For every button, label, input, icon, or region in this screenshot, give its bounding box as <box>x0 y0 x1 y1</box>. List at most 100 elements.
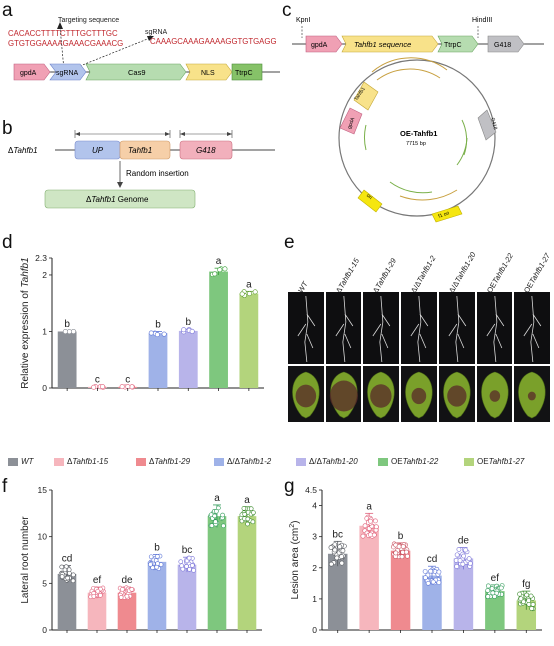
bar <box>147 561 167 630</box>
root-shape <box>448 295 467 363</box>
data-point <box>190 563 195 568</box>
sgrna-seq: CAAAGCAAAGAAAAGGTGTGAGG <box>150 37 277 46</box>
plasmid-name: OE-Tahfb1 <box>400 129 437 138</box>
map-gpda-segment <box>339 107 363 135</box>
data-point <box>95 588 101 594</box>
hindiii-label: HindIII <box>472 17 492 24</box>
ttrpc-label: TtrpC <box>235 70 253 77</box>
data-point <box>466 556 472 562</box>
panel-letter-c: c <box>282 0 292 21</box>
data-point <box>150 565 155 570</box>
panel-letter-d: d <box>2 232 13 253</box>
data-point <box>250 519 256 525</box>
data-point <box>191 568 196 573</box>
data-point <box>400 544 406 549</box>
nls-label: NLS <box>201 70 215 77</box>
target-seq-line2: GTGTGGAAAAGAAACGAAACG <box>8 39 123 48</box>
lesion-shape <box>528 391 537 401</box>
data-point <box>528 593 534 599</box>
data-point <box>189 328 195 334</box>
map-ori-label: ori <box>365 193 373 201</box>
sgrna-top-label: sgRNA <box>145 29 168 36</box>
data-point <box>524 592 530 598</box>
data-point <box>461 553 467 559</box>
significance-letter: b <box>186 317 192 328</box>
significance-letter: c <box>125 374 130 385</box>
cas9-box <box>85 63 187 81</box>
data-point <box>70 328 76 334</box>
panel-e-column-label: Δ/ΔTahfb1-20 <box>446 250 478 295</box>
data-point <box>221 523 226 529</box>
data-point <box>362 523 368 529</box>
data-point <box>360 533 366 539</box>
legend-swatch <box>464 457 474 466</box>
map-tahfb1-segment <box>353 81 379 111</box>
c-g418-label: G418 <box>494 42 511 49</box>
data-point <box>485 594 491 599</box>
panel-letter-f: f <box>2 476 8 497</box>
ttrpc-box <box>231 63 263 81</box>
data-point <box>148 330 154 336</box>
map-g418-label: G418 <box>489 117 498 131</box>
data-point <box>184 564 189 569</box>
leaf-image <box>325 366 362 422</box>
data-point <box>181 327 187 333</box>
data-point <box>248 506 254 511</box>
data-point <box>373 518 378 524</box>
data-point <box>456 547 462 552</box>
data-point <box>399 554 405 560</box>
data-point <box>245 516 251 522</box>
leaf-image <box>438 366 475 422</box>
significance-letter: a <box>246 279 252 290</box>
panel-e-column-label: OETahfb1-22 <box>484 251 515 295</box>
data-point <box>213 519 218 525</box>
chart-f: 0 5 10 15 Lateral root number cd ef de b bc a a <box>20 485 262 635</box>
bar <box>485 591 505 630</box>
data-point <box>332 547 338 553</box>
random-insertion-label: Random insertion <box>126 169 189 178</box>
root-image <box>288 292 324 364</box>
data-point <box>339 560 345 566</box>
c-gpda-box <box>305 35 343 53</box>
root-shape <box>410 295 429 363</box>
root-image <box>514 292 550 364</box>
significance-letter: fg <box>522 579 530 590</box>
data-point <box>242 511 247 517</box>
legend: WT ΔTahfb1-15 ΔTahfb1-29 Δ/ΔTahfb1-2 Δ/ΔTahf… <box>8 457 554 471</box>
legend-swatch <box>8 457 18 466</box>
panel-e-column-label: ΔTahfb1-29 <box>371 256 399 295</box>
y-axis-label: Lesion area (cm2) <box>289 521 301 600</box>
bar <box>177 564 197 630</box>
c-ttrpc-label: TtrpC <box>444 42 462 49</box>
bar <box>178 330 198 388</box>
y-tick-label: 0 <box>312 625 317 635</box>
legend-label: ΔTahfb1-29 <box>149 457 191 466</box>
data-point <box>498 585 504 591</box>
data-point <box>148 562 153 567</box>
data-point <box>463 547 468 553</box>
data-point <box>457 558 463 563</box>
legend-label: Δ/ΔTahfb1-2 <box>227 457 272 466</box>
map-gpda-label: gpdA <box>347 116 357 130</box>
lesion-shape <box>329 380 358 412</box>
leaf-image <box>288 366 324 422</box>
data-point <box>517 591 522 597</box>
c-tahfb1-label: Tahfb1 sequence <box>354 40 411 49</box>
g418-box <box>179 140 233 160</box>
nls-box <box>185 63 233 81</box>
legend-entry: Δ/ΔTahfb1-2 <box>214 457 271 466</box>
data-point <box>124 593 130 599</box>
plasmid-size: 7715 bp <box>406 141 426 147</box>
data-point <box>118 595 124 600</box>
data-point <box>339 554 345 560</box>
data-point <box>422 569 428 574</box>
root-image <box>325 292 362 364</box>
root-shape <box>486 295 504 363</box>
data-point <box>129 384 135 390</box>
data-point <box>217 267 223 273</box>
panel-letter-b: b <box>2 118 13 139</box>
significance-letter: b <box>155 319 161 330</box>
chart-d: 0 1 2 2.3 Relative expression of Tahfb1 b c c b b… <box>20 253 264 393</box>
data-point <box>340 548 346 554</box>
data-point <box>212 271 218 277</box>
